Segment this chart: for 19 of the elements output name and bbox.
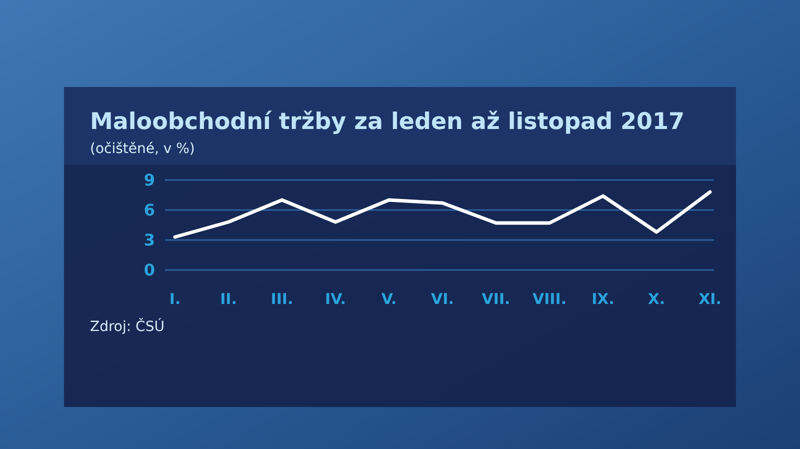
chart-subtitle: (očištěné, v %) — [90, 141, 195, 157]
x-tick-label: V. — [381, 290, 397, 308]
chart-title: Maloobchodní tržby za leden až listopad 2017 — [90, 109, 685, 135]
x-tick-label: III. — [270, 290, 294, 308]
y-tick-label: 6 — [144, 200, 155, 220]
x-tick-label: X. — [648, 290, 666, 308]
x-tick-label: I. — [169, 290, 181, 308]
x-tick-label: VI. — [431, 290, 454, 308]
y-tick-label: 3 — [144, 230, 155, 250]
x-tick-label: XI. — [698, 290, 722, 308]
x-tick-label: II. — [220, 290, 237, 308]
x-tick-label: IV. — [325, 290, 346, 308]
text: Zdroj: ČSÚ — [90, 318, 164, 335]
x-tick-label: VIII. — [532, 290, 567, 308]
x-tick-label: IX. — [592, 290, 614, 308]
x-tick-label: VII. — [482, 290, 510, 308]
line-series — [173, 190, 712, 239]
y-tick-label: 9 — [144, 170, 155, 190]
y-tick-label: 0 — [144, 260, 155, 280]
